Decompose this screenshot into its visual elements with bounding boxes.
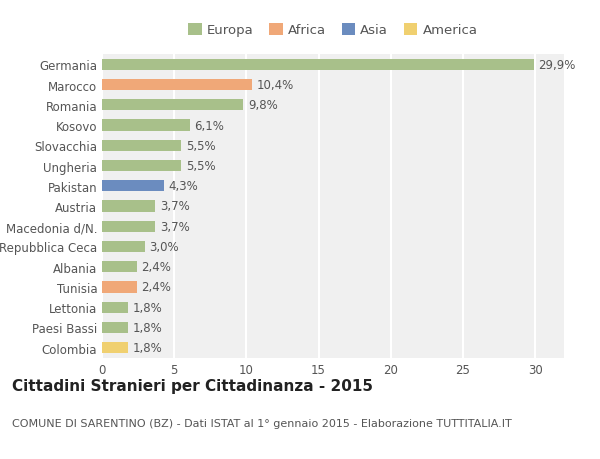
Text: 2,4%: 2,4% — [141, 261, 171, 274]
Text: 29,9%: 29,9% — [538, 59, 575, 72]
Text: Cittadini Stranieri per Cittadinanza - 2015: Cittadini Stranieri per Cittadinanza - 2… — [12, 379, 373, 394]
Bar — [102, 120, 190, 131]
Bar — [102, 342, 128, 353]
Text: 6,1%: 6,1% — [194, 119, 224, 132]
Bar — [102, 140, 181, 151]
Legend: Europa, Africa, Asia, America: Europa, Africa, Asia, America — [183, 18, 483, 42]
Bar — [102, 221, 155, 232]
Text: 3,0%: 3,0% — [149, 241, 179, 253]
Text: 3,7%: 3,7% — [160, 200, 190, 213]
Text: 2,4%: 2,4% — [141, 281, 171, 294]
Text: 4,3%: 4,3% — [169, 180, 198, 193]
Bar — [102, 181, 164, 192]
Text: 1,8%: 1,8% — [133, 321, 162, 334]
Bar — [102, 60, 533, 71]
Text: 3,7%: 3,7% — [160, 220, 190, 233]
Text: 5,5%: 5,5% — [186, 140, 215, 152]
Bar — [102, 262, 137, 273]
Bar — [102, 282, 137, 293]
Text: 1,8%: 1,8% — [133, 341, 162, 354]
Bar — [102, 302, 128, 313]
Text: 10,4%: 10,4% — [256, 79, 294, 92]
Bar — [102, 201, 155, 212]
Bar — [102, 241, 145, 252]
Bar — [102, 80, 252, 91]
Text: COMUNE DI SARENTINO (BZ) - Dati ISTAT al 1° gennaio 2015 - Elaborazione TUTTITAL: COMUNE DI SARENTINO (BZ) - Dati ISTAT al… — [12, 418, 512, 428]
Bar — [102, 161, 181, 172]
Text: 9,8%: 9,8% — [248, 99, 278, 112]
Bar — [102, 322, 128, 333]
Bar — [102, 100, 244, 111]
Text: 1,8%: 1,8% — [133, 301, 162, 314]
Text: 5,5%: 5,5% — [186, 160, 215, 173]
